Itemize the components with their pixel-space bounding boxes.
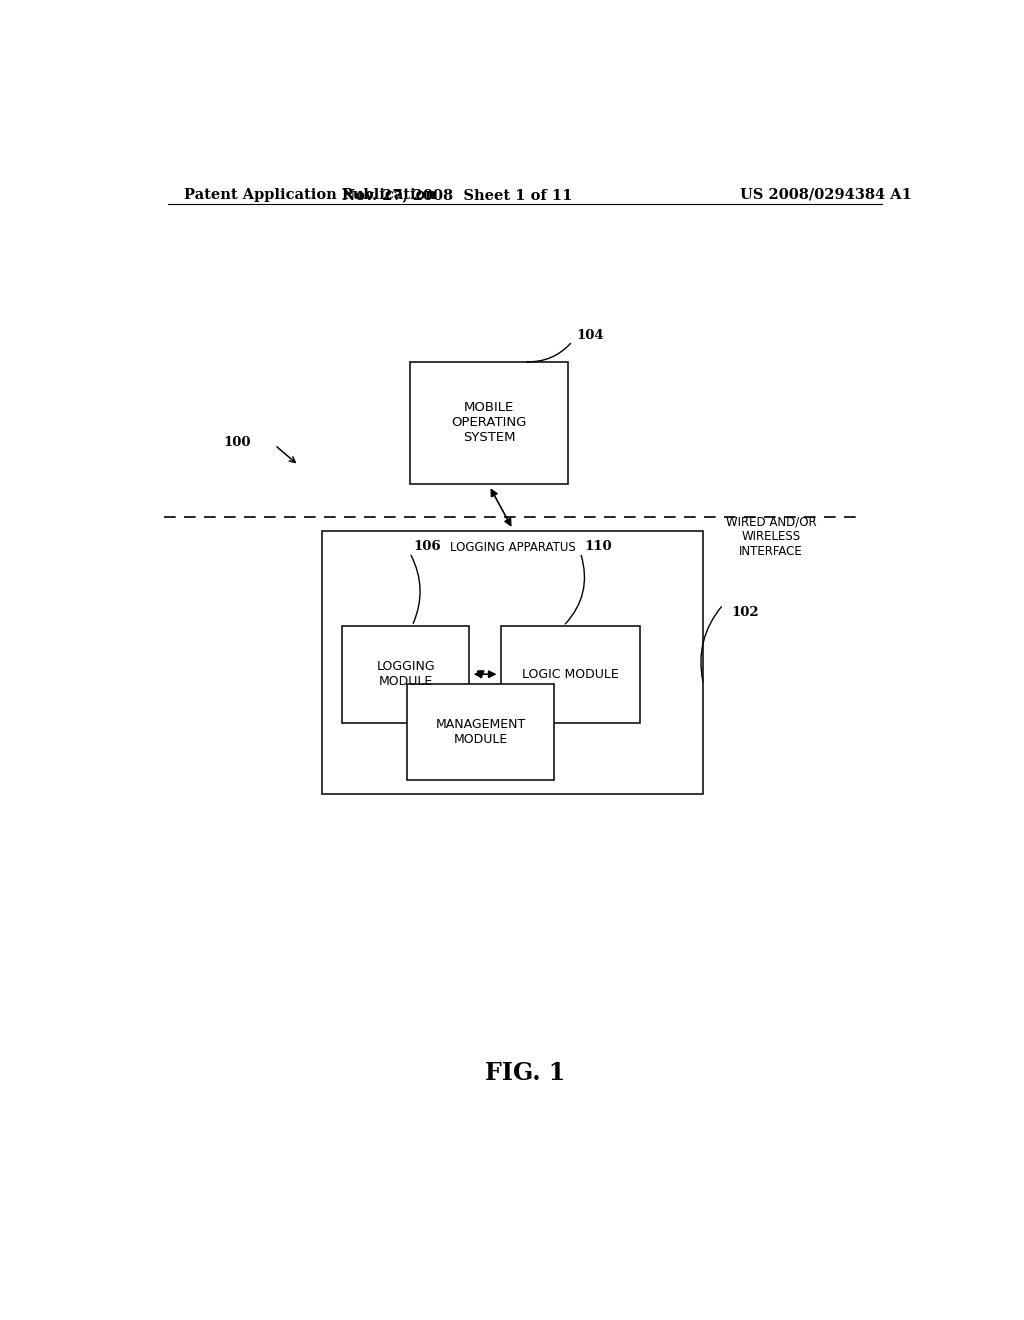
Text: 100: 100 bbox=[223, 437, 251, 450]
Text: 108: 108 bbox=[581, 672, 608, 685]
Bar bbox=[408, 684, 554, 780]
Text: 110: 110 bbox=[585, 540, 612, 553]
Text: 104: 104 bbox=[577, 329, 604, 342]
Text: 106: 106 bbox=[414, 540, 441, 553]
Bar bbox=[323, 532, 703, 793]
Bar bbox=[342, 626, 469, 722]
Bar bbox=[501, 626, 640, 722]
Text: LOGGING APPARATUS: LOGGING APPARATUS bbox=[450, 541, 575, 554]
Text: US 2008/0294384 A1: US 2008/0294384 A1 bbox=[740, 187, 912, 202]
Text: Nov. 27, 2008  Sheet 1 of 11: Nov. 27, 2008 Sheet 1 of 11 bbox=[342, 187, 572, 202]
Text: LOGGING
MODULE: LOGGING MODULE bbox=[377, 660, 435, 688]
Bar bbox=[410, 362, 568, 483]
Text: Patent Application Publication: Patent Application Publication bbox=[183, 187, 435, 202]
Text: WIRED AND/OR
WIRELESS
INTERFACE: WIRED AND/OR WIRELESS INTERFACE bbox=[725, 515, 816, 558]
Text: MANAGEMENT
MODULE: MANAGEMENT MODULE bbox=[435, 718, 526, 746]
Text: FIG. 1: FIG. 1 bbox=[484, 1061, 565, 1085]
Text: LOGIC MODULE: LOGIC MODULE bbox=[522, 668, 618, 681]
Text: MOBILE
OPERATING
SYSTEM: MOBILE OPERATING SYSTEM bbox=[452, 401, 526, 444]
Text: 102: 102 bbox=[731, 606, 759, 619]
